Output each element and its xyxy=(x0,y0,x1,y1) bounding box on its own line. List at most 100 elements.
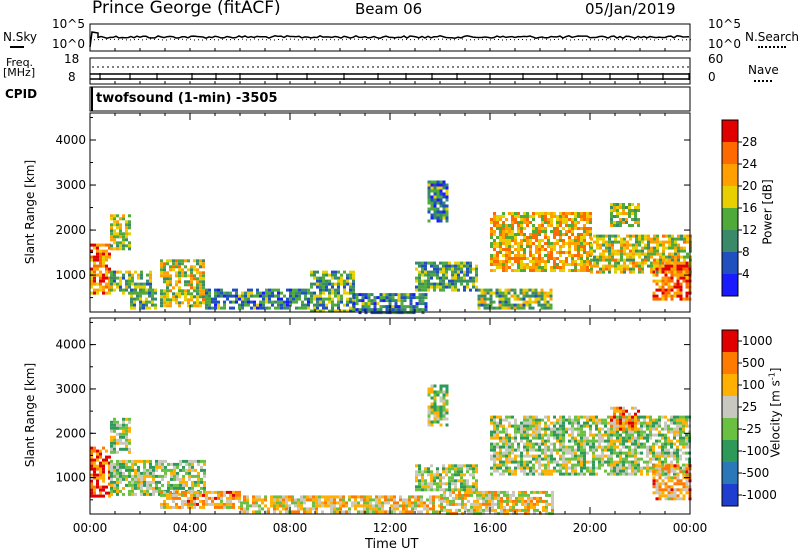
data-cell xyxy=(433,285,436,289)
data-cell xyxy=(146,459,149,463)
data-cell xyxy=(493,415,496,419)
data-cell xyxy=(530,502,533,506)
data-cell xyxy=(265,288,268,292)
data-cell xyxy=(577,245,580,248)
data-cell xyxy=(184,289,187,293)
data-cell xyxy=(279,498,282,502)
data-cell xyxy=(125,474,128,478)
data-cell xyxy=(205,490,208,494)
data-cell xyxy=(442,213,446,217)
data-cell xyxy=(205,300,208,304)
data-cell xyxy=(172,298,175,302)
data-cell xyxy=(433,264,436,268)
data-cell xyxy=(463,482,466,486)
data-cell xyxy=(170,462,173,466)
data-cell xyxy=(246,501,249,505)
data-cell xyxy=(232,505,235,509)
data-cell xyxy=(169,268,172,272)
data-cell xyxy=(496,227,499,230)
data-cell xyxy=(658,494,662,498)
data-cell xyxy=(652,485,656,489)
data-cell xyxy=(241,306,244,310)
data-cell xyxy=(397,305,401,309)
data-cell xyxy=(255,504,258,508)
data-cell xyxy=(670,261,674,265)
data-cell xyxy=(640,433,643,437)
data-cell xyxy=(535,433,538,437)
data-cell xyxy=(664,276,668,280)
data-cell xyxy=(574,269,577,272)
data-cell xyxy=(586,212,589,215)
data-cell xyxy=(509,496,512,500)
data-cell xyxy=(90,446,93,450)
data-cell xyxy=(493,233,496,236)
data-cell xyxy=(583,245,586,248)
data-cell xyxy=(613,439,616,443)
data-cell xyxy=(641,270,644,274)
data-cell xyxy=(457,470,460,474)
data-cell xyxy=(673,457,676,461)
data-cell xyxy=(493,224,496,227)
data-cell xyxy=(522,294,526,298)
data-cell xyxy=(538,254,541,257)
data-cell xyxy=(529,215,532,218)
data-cell xyxy=(226,502,229,506)
data-cell xyxy=(430,396,434,400)
data-cell xyxy=(475,470,478,474)
data-cell xyxy=(647,240,650,244)
data-cell xyxy=(243,501,246,505)
data-cell xyxy=(616,472,619,476)
data-cell xyxy=(472,464,475,468)
data-cell xyxy=(664,476,668,480)
data-cell xyxy=(590,237,593,241)
data-cell xyxy=(514,430,517,434)
data-cell xyxy=(502,227,505,230)
data-cell xyxy=(373,305,377,309)
data-cell xyxy=(539,499,542,503)
data-cell xyxy=(613,418,616,422)
data-cell xyxy=(442,390,446,394)
data-cell xyxy=(658,470,662,474)
data-cell xyxy=(632,270,635,274)
data-cell xyxy=(668,246,671,250)
data-cell xyxy=(658,267,662,271)
data-cell xyxy=(279,501,282,505)
data-cell xyxy=(476,496,479,500)
data-cell xyxy=(634,439,637,443)
data-cell xyxy=(571,466,574,470)
data-cell xyxy=(363,501,366,505)
data-cell xyxy=(505,269,508,272)
data-cell xyxy=(589,218,592,221)
data-cell xyxy=(337,309,340,313)
data-cell xyxy=(187,280,190,284)
data-cell xyxy=(508,239,511,242)
data-cell xyxy=(244,294,247,298)
data-cell xyxy=(187,490,190,494)
data-cell xyxy=(214,294,217,298)
data-cell xyxy=(96,452,99,456)
data-cell xyxy=(496,430,499,434)
data-cell xyxy=(122,429,125,433)
data-cell xyxy=(324,501,327,505)
data-cell xyxy=(565,212,568,215)
data-cell xyxy=(93,485,96,489)
data-cell xyxy=(217,291,220,295)
data-cell xyxy=(685,463,688,467)
data-cell xyxy=(622,442,625,446)
data-cell xyxy=(185,471,188,475)
data-cell xyxy=(611,243,614,247)
data-cell xyxy=(379,311,383,315)
data-cell xyxy=(532,445,535,449)
data-cell xyxy=(134,486,137,490)
data-cell xyxy=(523,469,526,473)
data-cell xyxy=(601,433,604,437)
data-cell xyxy=(685,270,689,274)
data-cell xyxy=(352,293,356,297)
data-cell xyxy=(273,501,276,505)
data-cell xyxy=(333,501,336,505)
data-cell xyxy=(402,507,405,511)
data-cell xyxy=(682,485,686,489)
data-cell xyxy=(137,285,140,289)
data-cell xyxy=(208,502,211,506)
data-cell xyxy=(610,421,613,425)
